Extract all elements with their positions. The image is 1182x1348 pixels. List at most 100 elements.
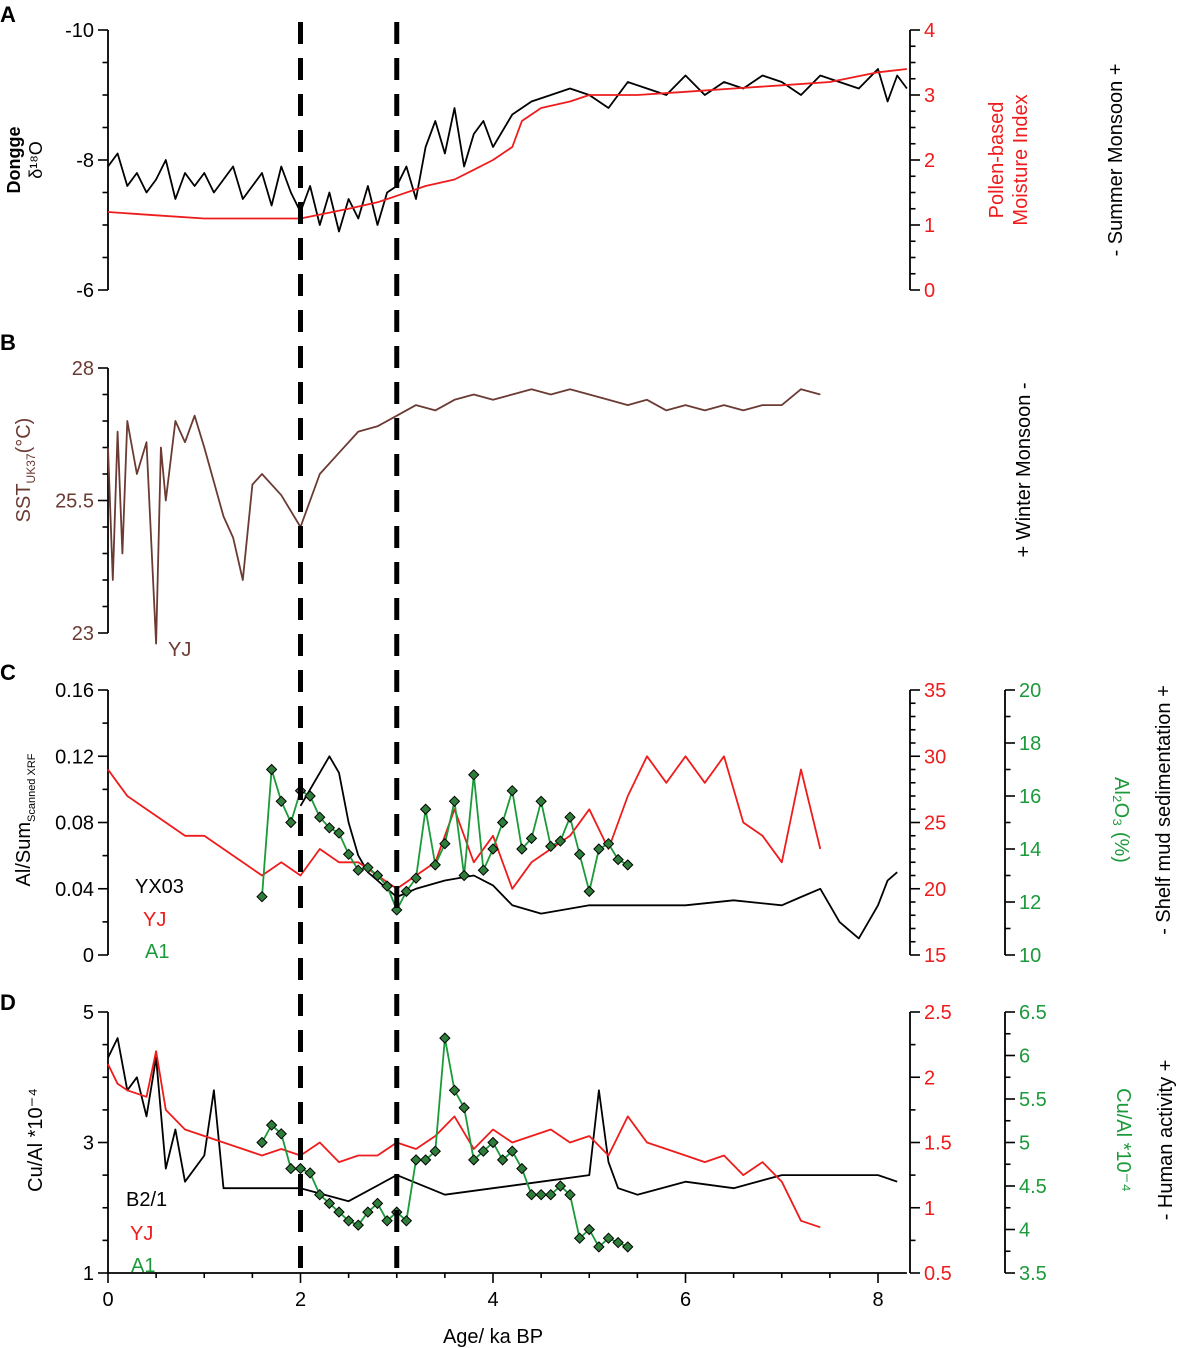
panel-d-right2-axis-tick-label: 6.5 xyxy=(1019,1002,1047,1024)
panel-b-left-axis-tick-label: 25.5 xyxy=(55,491,94,513)
panel-c-a1-marker xyxy=(573,848,586,861)
panel-d-legend-a1: A1 xyxy=(131,1255,155,1277)
panel-a-right-label-1: Pollen-based xyxy=(986,102,1008,219)
panel-a-left-axis-tick-label: -8 xyxy=(76,150,94,172)
panel-c-a1-marker xyxy=(371,869,384,882)
panel-a-moisture-line xyxy=(107,68,908,220)
x-axis-tick-label: 0 xyxy=(102,1289,113,1311)
panel-c-a1-marker xyxy=(333,827,345,839)
panel-a-right-axis-tick-label: 4 xyxy=(924,20,935,42)
panel-d-a1-marker xyxy=(516,1162,528,1175)
panel-c-a1-marker xyxy=(304,790,316,802)
panel-a-right-axis-tick-label: 2 xyxy=(924,150,935,172)
panel-d-right2-axis-tick-label: 5 xyxy=(1019,1133,1030,1155)
panel-d-a1-marker xyxy=(439,1032,451,1044)
panel-c-a1-marker xyxy=(275,795,287,808)
panel-d-yj-line xyxy=(107,1050,821,1229)
panel-d-right1-axis-tick-label: 2 xyxy=(924,1067,935,1089)
panel-a-right-axis-tick-label: 1 xyxy=(924,215,935,237)
panel-c-a1-marker xyxy=(583,885,595,898)
x-axis-tick-label: 8 xyxy=(872,1289,883,1311)
panel-c-right2-axis-tick-label: 14 xyxy=(1019,839,1041,861)
panel-c-right1-axis-tick-label: 15 xyxy=(924,945,946,967)
x-axis-label: Age/ ka BP xyxy=(443,1326,543,1348)
panel-c-a1-marker xyxy=(381,880,393,892)
panel-c-right1-axis-tick-label: 25 xyxy=(924,813,946,835)
panel-d-a1-marker xyxy=(381,1215,393,1227)
panel-d-right2-label: Cu/Al *10⁻⁴ xyxy=(1112,1088,1134,1192)
panel-d-a1-marker xyxy=(602,1232,615,1244)
panel-c-a1-marker xyxy=(314,811,326,823)
panel-d-a1-marker xyxy=(275,1128,287,1140)
panel-a-left-label-1: Dongge xyxy=(4,127,24,194)
panel-letter-c: C xyxy=(0,660,16,685)
panel-a-side-label: - Summer Monsoon + xyxy=(1105,64,1127,257)
panel-c-a1-marker xyxy=(593,843,605,855)
panel-d-a1-marker xyxy=(496,1154,509,1166)
panel-c-yj-line xyxy=(107,755,822,890)
panel-letter-a: A xyxy=(0,2,16,27)
panel-c-left-axis-tick-label: 0.12 xyxy=(55,746,94,768)
panel-letter-d: D xyxy=(0,990,16,1015)
panel-c-legend-a1: A1 xyxy=(145,941,169,963)
panel-d-right2-axis-tick-label: 5.5 xyxy=(1019,1089,1047,1111)
panel-c-a1-marker xyxy=(429,859,441,871)
x-axis-tick-label: 6 xyxy=(680,1289,691,1311)
panel-d-left-axis-tick-label: 1 xyxy=(83,1263,94,1285)
panel-c-a1-marker xyxy=(477,864,490,876)
panel-d-a1-marker xyxy=(333,1206,345,1218)
panel-c-a1-marker xyxy=(564,811,576,823)
panel-c-yx03-line xyxy=(299,755,898,940)
panel-c-left-axis-tick-label: 0 xyxy=(83,945,94,967)
panel-d-right1-axis-tick-label: 0.5 xyxy=(924,1263,952,1285)
panel-b-left-axis-tick-label: 23 xyxy=(72,623,94,645)
panel-c-a1-marker xyxy=(516,843,528,855)
panel-c-left-label: Al/SumScanned XRF xyxy=(13,753,38,886)
panel-d-a1-marker xyxy=(564,1188,576,1201)
panel-c-right1-axis-tick-label: 30 xyxy=(924,746,946,768)
panel-c-right2-axis-tick-label: 10 xyxy=(1019,945,1041,967)
panel-b-left-label: SSTUK37(°C) xyxy=(13,418,38,523)
panel-d-a1-marker xyxy=(400,1215,413,1227)
panel-d-a1-marker xyxy=(362,1206,374,1218)
panel-d-a1-marker xyxy=(448,1084,461,1097)
panel-c-a1-marker xyxy=(458,869,470,882)
panel-c-right2-axis-tick-label: 12 xyxy=(1019,892,1041,914)
panel-d-a1-marker xyxy=(545,1188,557,1201)
panel-d-a1-marker xyxy=(612,1236,624,1249)
panel-c-left-axis-tick-label: 0.04 xyxy=(55,879,94,901)
panel-d-a1-marker xyxy=(419,1154,432,1166)
panel-a-left-axis-tick-label: -10 xyxy=(65,20,94,42)
panel-c-right1-axis-tick-label: 20 xyxy=(924,879,946,901)
plot-layer: -10-8-6432102825.5230.160.120.080.040353… xyxy=(55,20,1047,1311)
panel-b-sst-line xyxy=(107,388,821,645)
panel-c-right2-axis-tick-label: 18 xyxy=(1019,733,1041,755)
panel-d-a1-marker xyxy=(468,1154,480,1166)
panel-d-a1-marker xyxy=(506,1145,518,1157)
panel-c-right2-axis-tick-label: 20 xyxy=(1019,680,1041,702)
panel-d-a1-marker xyxy=(429,1145,441,1157)
panel-c-a1-marker xyxy=(410,872,422,884)
panel-c-a1-marker xyxy=(525,832,538,845)
panel-d-a1-marker xyxy=(265,1119,278,1131)
panel-c-a1-marker xyxy=(506,784,518,797)
panel-c-a1-marker xyxy=(554,835,567,847)
panel-c-a1-marker xyxy=(545,840,557,853)
panel-b-left-axis-tick-label: 28 xyxy=(72,358,94,380)
panel-d-a1-marker xyxy=(554,1180,567,1192)
panel-c-a1-marker xyxy=(496,816,509,829)
panel-c-a1-marker xyxy=(419,803,432,815)
panel-d-side-label: - Human activity + xyxy=(1155,1060,1177,1221)
panel-c-label-main: Al/Sum xyxy=(13,822,35,886)
panel-c-a1-marker xyxy=(265,763,278,776)
panel-b-series-label: YJ xyxy=(168,639,191,661)
panel-d-left-axis-tick-label: 3 xyxy=(83,1133,94,1155)
panel-c-a1-marker xyxy=(342,848,355,861)
panel-c-a1-marker xyxy=(323,822,336,834)
panel-d-legend-yj: YJ xyxy=(130,1223,153,1245)
panel-d-a1-marker xyxy=(410,1154,422,1166)
panel-d-right1-axis-tick-label: 1.5 xyxy=(924,1133,952,1155)
panel-c-a1-marker xyxy=(535,795,547,808)
panel-c-a1-marker xyxy=(285,816,297,829)
